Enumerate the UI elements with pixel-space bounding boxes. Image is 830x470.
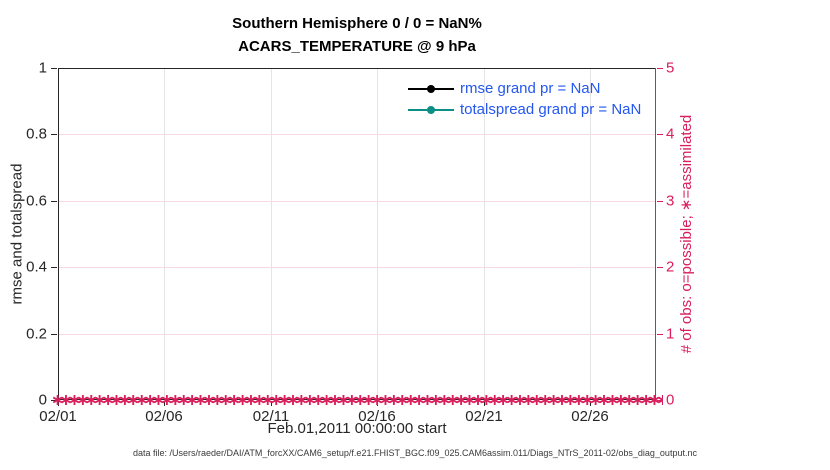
right-y-tick-label: 4 [666, 125, 675, 143]
legend-item-totalspread: totalspread grand pr = NaN [408, 99, 641, 120]
x-tick-label: 02/11 [252, 408, 290, 425]
right-y-tick-label: 2 [666, 258, 675, 276]
right-y-tick-mark [657, 400, 663, 401]
rmse-marker-icon [427, 84, 435, 93]
left-y-tick-mark [51, 267, 57, 268]
rmse-line-sample [408, 84, 454, 93]
left-y-tick-mark [51, 134, 57, 135]
left-y-tick-label: 0 [38, 391, 47, 409]
left-y-tick-mark [51, 201, 57, 202]
y-gridline [58, 134, 656, 135]
x-gridline [271, 68, 272, 400]
x-tick-label: 02/21 [465, 408, 503, 425]
y-gridline [58, 334, 656, 335]
right-y-tick-mark [657, 134, 663, 135]
right-y-tick-label: 0 [666, 391, 675, 409]
x-tick-mark [377, 401, 378, 406]
right-y-tick-mark [657, 201, 663, 202]
plot-area: 5 4 3 2 1 0 1 0.8 0.6 0.4 0.2 0 02/26 02/21 02/16 02/11… [9, 60, 696, 438]
x-tick-label: 02/01 [39, 408, 77, 425]
right-axis-line [655, 68, 656, 400]
left-y-tick-mark [51, 400, 57, 401]
left-y-tick-mark [51, 68, 57, 69]
x-gridline [590, 68, 591, 400]
left-y-tick-label: 0.8 [26, 125, 47, 143]
x-gridline [377, 68, 378, 400]
legend: rmse grand pr = NaN totalspread grand pr… [408, 78, 641, 120]
left-y-axis-label: rmse and totalspread [8, 163, 26, 305]
left-y-tick-mark [51, 334, 57, 335]
totalspread-marker-icon [427, 105, 435, 114]
x-tick-label: 02/26 [571, 408, 609, 425]
right-y-tick-mark [657, 68, 663, 69]
left-y-tick-label: 1 [38, 59, 47, 77]
legend-label-rmse: rmse grand pr = NaN [460, 80, 601, 97]
left-axis-line [58, 68, 59, 400]
x-tick-mark [590, 401, 591, 406]
right-y-tick-label: 3 [666, 192, 675, 210]
right-y-tick-label: 1 [666, 325, 675, 343]
y-gridline [58, 201, 656, 202]
x-tick-label: 02/16 [358, 408, 396, 425]
bottom-axis-line [58, 399, 656, 400]
right-y-tick-label: 5 [666, 59, 675, 77]
totalspread-line-sample [408, 105, 454, 114]
left-y-tick-label: 0.4 [26, 258, 47, 276]
x-gridline [164, 68, 165, 400]
legend-label-totalspread: totalspread grand pr = NaN [460, 101, 642, 118]
x-tick-mark [58, 401, 59, 406]
left-y-tick-label: 0.6 [26, 192, 47, 210]
data-file-path: data file: /Users/raeder/DAI/ATM_forcXX/… [133, 448, 697, 458]
legend-item-rmse: rmse grand pr = NaN [408, 78, 641, 99]
top-axis-line [58, 68, 656, 69]
right-y-axis-label: # of obs: o=possible; ∗=assimilated [678, 114, 695, 354]
x-axis-label: Feb.01,2011 00:00:00 start [267, 420, 447, 437]
x-gridline [484, 68, 485, 400]
obs-count-marker-band: ∗∗∗∗∗∗∗∗∗∗∗∗∗∗∗∗∗∗∗∗∗∗∗∗∗∗∗∗∗∗∗∗∗∗∗∗∗∗∗∗… [51, 392, 663, 408]
x-tick-mark [271, 401, 272, 406]
chart-title-line2: ACARS_TEMPERATURE @ 9 hPa [238, 38, 476, 55]
x-tick-mark [484, 401, 485, 406]
left-y-tick-label: 0.2 [26, 325, 47, 343]
right-y-tick-mark [657, 267, 663, 268]
right-y-tick-mark [657, 334, 663, 335]
y-gridline [58, 267, 656, 268]
x-tick-label: 02/06 [145, 408, 183, 425]
chart-title-line1: Southern Hemisphere 0 / 0 = NaN% [232, 15, 482, 32]
x-tick-mark [164, 401, 165, 406]
chart-title: Southern Hemisphere 0 / 0 = NaN% ACARS_T… [58, 12, 656, 58]
